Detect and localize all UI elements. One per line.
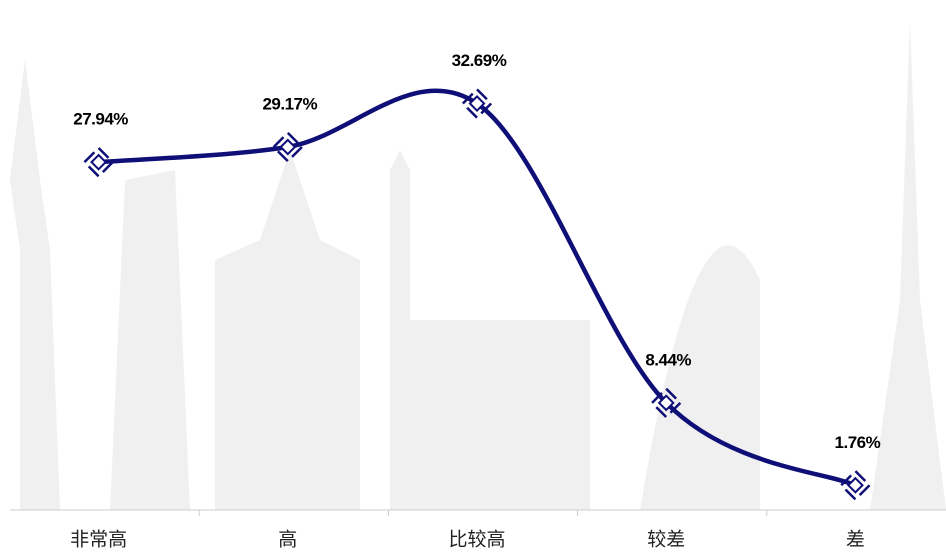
marker-inner <box>90 153 108 171</box>
x-tick-label: 差 <box>846 529 865 551</box>
marker-outer <box>82 146 115 179</box>
x-tick-label: 非常高 <box>70 529 127 551</box>
marker-inner <box>846 476 864 494</box>
data-label: 29.17% <box>262 94 317 113</box>
marker-inner <box>468 95 486 113</box>
marker <box>839 469 872 502</box>
marker-inner <box>657 394 675 412</box>
marker-outer <box>839 469 872 502</box>
x-tick-label: 高 <box>278 529 297 551</box>
marker <box>650 386 683 419</box>
x-tick-label: 比较高 <box>448 529 505 551</box>
x-tick-label: 较差 <box>647 529 685 551</box>
line <box>98 88 857 488</box>
marker <box>461 87 493 120</box>
marker-outer <box>650 386 683 419</box>
marker-outer <box>461 87 493 120</box>
data-label: 32.69% <box>452 51 507 70</box>
background-silhouettes <box>10 20 946 510</box>
marker-inner <box>279 138 297 156</box>
data-label: 1.76% <box>835 433 881 452</box>
marker <box>82 146 115 179</box>
data-label: 8.44% <box>645 350 691 369</box>
marker-outer <box>271 131 304 163</box>
data-label: 27.94% <box>73 110 128 129</box>
marker <box>271 131 304 163</box>
